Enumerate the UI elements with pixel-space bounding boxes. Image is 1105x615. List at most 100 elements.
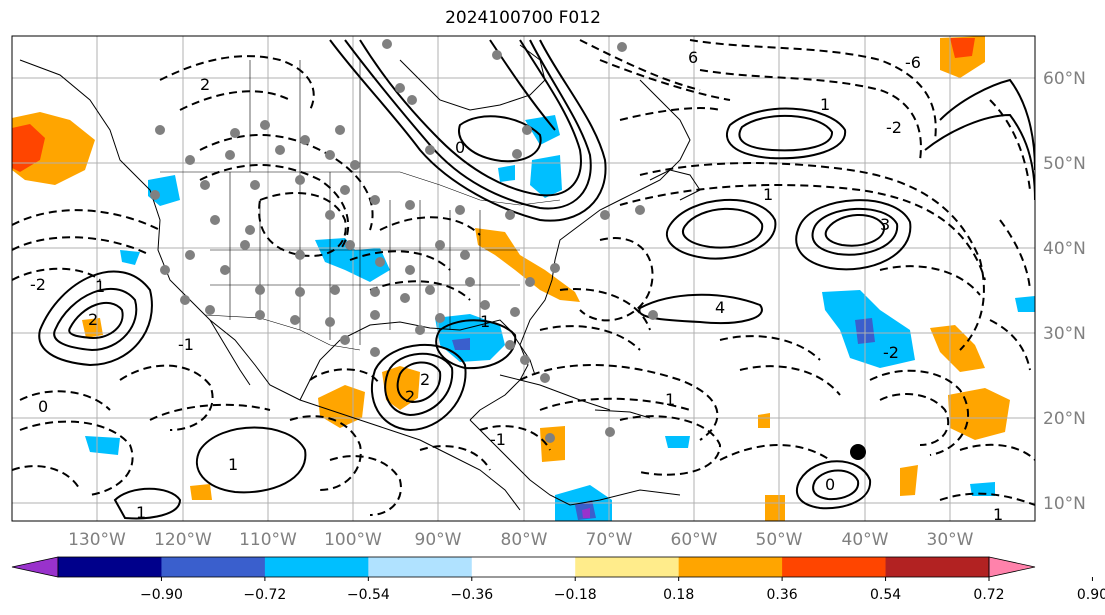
shade-darkblue-gulf bbox=[452, 338, 470, 350]
colorbar-swatch bbox=[782, 557, 887, 577]
chart-title: 2024100700 F012 bbox=[445, 8, 601, 28]
contour-low-canada bbox=[458, 115, 542, 163]
contour-label: 2 bbox=[88, 310, 98, 329]
contour-label: 2 bbox=[200, 75, 210, 94]
colorbar-tick-label: 0.18 bbox=[663, 587, 694, 603]
contour-label: 2 bbox=[420, 370, 430, 389]
contour-atl-high2a bbox=[665, 199, 777, 260]
lon-tick-label: 110°W bbox=[239, 530, 297, 550]
coast-central-am bbox=[469, 419, 681, 506]
contour-label: -2 bbox=[886, 118, 902, 137]
colorbar-tick-label: −0.72 bbox=[243, 587, 286, 603]
contour-ne-edge bbox=[939, 78, 1035, 171]
colorbar-swatch bbox=[264, 557, 369, 577]
lat-tick-label: 20°N bbox=[1043, 409, 1086, 429]
contour-label: 1 bbox=[136, 503, 146, 522]
shade-orange-carib bbox=[540, 426, 565, 462]
colorbar-tick-label: −0.36 bbox=[450, 587, 493, 603]
contour-pac-high bbox=[38, 270, 153, 367]
colorbar-extend-high bbox=[988, 556, 1036, 578]
lon-tick-label: 130°W bbox=[68, 530, 126, 550]
contour-label: 1 bbox=[228, 455, 238, 474]
contour-label: -2 bbox=[30, 275, 46, 294]
contour-label: 6 bbox=[688, 48, 698, 67]
contour-label: 1 bbox=[993, 505, 1003, 524]
contours-dashed bbox=[12, 39, 1035, 516]
contour-label: 1 bbox=[820, 95, 830, 114]
contour-mex-high bbox=[370, 344, 467, 432]
shade-blue-canada2 bbox=[530, 155, 562, 198]
lon-tick-label: 120°W bbox=[154, 530, 212, 550]
lat-tick-label: 10°N bbox=[1043, 494, 1086, 514]
colorbar-tick-label: 0.72 bbox=[973, 587, 1004, 603]
contour-label: 0 bbox=[38, 397, 48, 416]
lon-tick-label: 50°W bbox=[756, 530, 803, 550]
contour-label: 0 bbox=[825, 475, 835, 494]
shade-blue-carib bbox=[665, 436, 690, 448]
contour-label: 0 bbox=[455, 138, 465, 157]
coast-gulf bbox=[299, 319, 529, 421]
contour-labels: -2 1 2 0 4 3 -2 1 2 2 1 1 1 -2 6 0 2 -1 … bbox=[30, 48, 1003, 524]
colorbar-tick-label: −0.90 bbox=[140, 587, 183, 603]
colorbar-tick-label: 0.90 bbox=[1077, 587, 1105, 603]
lat-tick-label: 30°N bbox=[1043, 324, 1086, 344]
shade-red-ne bbox=[950, 38, 975, 58]
contour-label: -1 bbox=[490, 430, 506, 449]
coast-newfoundland bbox=[649, 169, 701, 201]
contour-atl-high2b bbox=[795, 199, 912, 271]
contour-label: 3 bbox=[880, 215, 890, 234]
colorbar-ticks: −0.90 −0.72 −0.54 −0.36 −0.18 0.18 0.36 0.54 0.7… bbox=[140, 577, 1105, 603]
shade-orange-pac2 bbox=[190, 484, 212, 500]
shade-red-nw bbox=[12, 124, 45, 172]
shade-blue-pac bbox=[120, 250, 140, 265]
contour-label: -2 bbox=[883, 343, 899, 362]
contour-atl-1 bbox=[638, 293, 763, 325]
lon-axis: 130°W 120°W 110°W 100°W 90°W 80°W 70°W 6… bbox=[68, 530, 974, 550]
colorbar-extend-low bbox=[11, 556, 59, 578]
lon-tick-label: 60°W bbox=[671, 530, 718, 550]
coast-baja bbox=[209, 319, 251, 386]
shade-orange-atl4 bbox=[758, 413, 770, 428]
lat-tick-label: 40°N bbox=[1043, 239, 1086, 259]
grid-lines bbox=[12, 36, 1035, 521]
contour-label: -6 bbox=[905, 53, 921, 72]
colorbar-swatch bbox=[368, 557, 473, 577]
observation-dots bbox=[150, 39, 658, 443]
colorbar-tick-label: 0.54 bbox=[870, 587, 901, 603]
colorbar-tick-label: −0.18 bbox=[554, 587, 597, 603]
shade-blue-atl3 bbox=[970, 482, 995, 496]
coast-hispaniola bbox=[594, 409, 651, 419]
colorbar-swatch bbox=[885, 557, 990, 577]
contour-label: 1 bbox=[95, 277, 105, 296]
lon-tick-label: 70°W bbox=[586, 530, 633, 550]
colorbar-swatch bbox=[575, 557, 680, 577]
contour-label: -1 bbox=[178, 335, 194, 354]
map-panel: -2 1 2 0 4 3 -2 1 2 2 1 1 1 -2 6 0 2 -1 … bbox=[12, 36, 1035, 524]
shade-orange-atl2 bbox=[948, 388, 1010, 440]
contour-label: 1 bbox=[763, 185, 773, 204]
contour-label: 1 bbox=[480, 312, 490, 331]
colorbar-tick-label: 0.36 bbox=[767, 587, 798, 603]
contour-pac-south bbox=[195, 426, 307, 494]
lon-tick-label: 30°W bbox=[927, 530, 974, 550]
contours-solid bbox=[38, 39, 1035, 520]
shade-orange-mex bbox=[382, 366, 420, 410]
shade-blue-east bbox=[1015, 296, 1035, 312]
shade-purple-sa bbox=[582, 508, 590, 518]
storm-marker bbox=[850, 444, 866, 460]
contour-label: 2 bbox=[405, 387, 415, 406]
shade-orange-eastcoast bbox=[475, 228, 580, 302]
contour-gulf-low bbox=[435, 319, 517, 370]
shade-orange-atl bbox=[930, 325, 985, 372]
colorbar-swatch bbox=[161, 557, 266, 577]
contour-label: 1 bbox=[665, 390, 675, 409]
colorbar-swatch bbox=[471, 557, 576, 577]
contour-label: 4 bbox=[715, 298, 725, 317]
coast-hudson bbox=[399, 44, 546, 111]
contour-atl-high1 bbox=[725, 107, 847, 160]
contour-trough-canada bbox=[329, 39, 607, 222]
colorbar-frame bbox=[57, 556, 990, 578]
shade-blue-canada1 bbox=[525, 115, 560, 145]
shaded-fields bbox=[12, 36, 1035, 521]
